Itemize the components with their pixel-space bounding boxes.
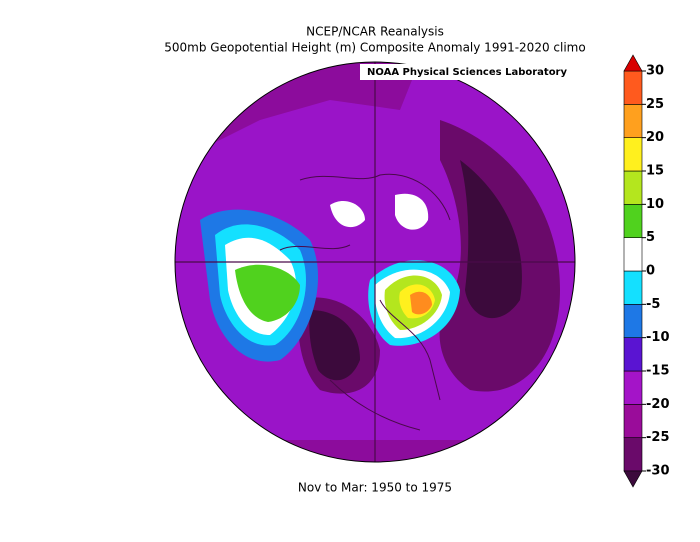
colorbar-bin bbox=[623, 137, 643, 172]
colorbar-tick-label: 15 bbox=[646, 164, 664, 179]
anomaly-region bbox=[395, 193, 429, 230]
map bbox=[175, 62, 575, 462]
colorbar-bin bbox=[623, 237, 643, 272]
colorbar-bin bbox=[623, 304, 643, 338]
colorbar-tick-label: -10 bbox=[646, 330, 670, 345]
anomaly-region bbox=[460, 160, 522, 319]
colorbar-tick-label: 20 bbox=[646, 130, 664, 145]
colorbar-bin bbox=[623, 204, 643, 238]
anomaly-region bbox=[309, 310, 360, 381]
colorbar-tick-label: -5 bbox=[646, 297, 660, 312]
subtitle: 500mb Geopotential Height (m) Composite … bbox=[164, 41, 585, 55]
map-border bbox=[174, 61, 576, 463]
lab-box bbox=[360, 64, 574, 80]
colorbar-bin bbox=[623, 370, 643, 405]
anomaly-region bbox=[330, 200, 365, 228]
colorbar-tick-label: 0 bbox=[646, 264, 655, 279]
colorbar-bin bbox=[623, 337, 643, 372]
colorbar-tick-label: -30 bbox=[646, 464, 670, 479]
colorbar-bin bbox=[623, 70, 643, 105]
colorbar-bin bbox=[623, 104, 643, 138]
anomaly-region bbox=[410, 291, 432, 315]
colorbar-tick-label: 30 bbox=[646, 64, 664, 79]
colorbar-extend bbox=[623, 54, 643, 72]
colorbar: -30 -25 -20 -15 -10 -5 0 5 10 15 20 25 30 bbox=[623, 54, 670, 488]
colorbar-extend bbox=[623, 470, 643, 488]
colorbar-tick-label: -20 bbox=[646, 397, 670, 412]
colorbar-tick-label: 5 bbox=[646, 230, 655, 245]
coastline bbox=[279, 173, 451, 431]
footer: Nov to Mar: 1950 to 1975 bbox=[298, 481, 452, 495]
colorbar-bin bbox=[623, 270, 643, 305]
colorbar-tick-label: -15 bbox=[646, 364, 670, 379]
colorbar-tick-label: 10 bbox=[646, 197, 664, 212]
anomaly-region bbox=[235, 264, 300, 322]
colorbar-tick-label: -25 bbox=[646, 430, 670, 445]
title: NCEP/NCAR Reanalysis bbox=[306, 25, 444, 39]
colorbar-bin bbox=[623, 170, 643, 205]
colorbar-bin bbox=[623, 404, 643, 438]
colorbar-tick-label: 25 bbox=[646, 97, 664, 112]
lab-label: NOAA Physical Sciences Laboratory bbox=[367, 67, 568, 78]
colorbar-bin bbox=[623, 437, 643, 472]
